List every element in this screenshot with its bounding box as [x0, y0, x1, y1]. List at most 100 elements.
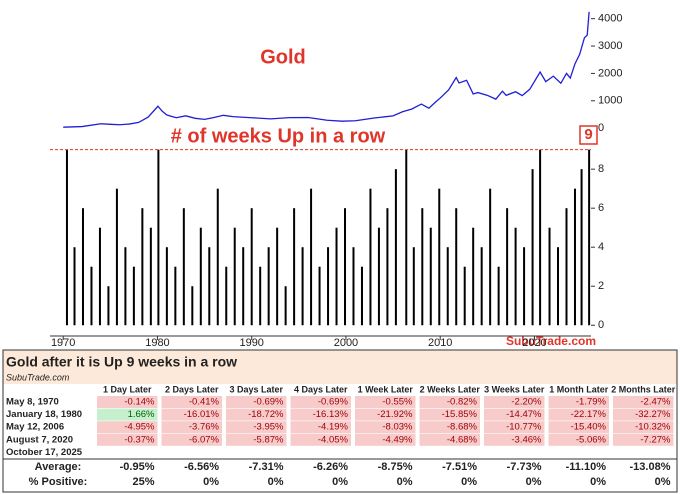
- streak-bar: [284, 286, 287, 326]
- cell: -0.69%: [318, 397, 349, 408]
- streak-bar: [421, 208, 424, 326]
- streak-bar: [548, 227, 551, 326]
- column-header: 2 Days Later: [165, 384, 219, 394]
- streak-bar: [293, 208, 296, 326]
- cell: -16.13%: [313, 409, 349, 420]
- streak-bar: [73, 247, 76, 326]
- summary-cell: 0%: [268, 476, 284, 488]
- cell: -1.79%: [576, 397, 607, 408]
- streak-bar: [455, 208, 458, 326]
- x-tick-label: 1980: [145, 337, 169, 349]
- row-label: October 17, 2025: [6, 447, 83, 458]
- cell: -4.68%: [447, 434, 478, 445]
- streak-bar: [489, 188, 492, 326]
- cell: -4.95%: [124, 422, 155, 433]
- streak-bar: [386, 208, 389, 326]
- summary-cell: -0.95%: [120, 461, 155, 473]
- y-tick-label: 1000: [598, 95, 622, 107]
- table-border: [2, 349, 678, 493]
- cell: -15.85%: [442, 409, 478, 420]
- y-tick-label: 4: [598, 241, 604, 253]
- streak-bar: [360, 266, 363, 326]
- cell-bg: [548, 421, 609, 434]
- cell: -2.47%: [640, 397, 671, 408]
- streak-bar: [81, 208, 84, 326]
- summary-cell: 0%: [203, 476, 219, 488]
- streak-bar: [480, 247, 483, 326]
- streak-bar: [141, 208, 144, 326]
- streak-bar: [208, 247, 211, 326]
- threshold-label: 9: [584, 126, 592, 143]
- streak-bar: [65, 149, 68, 326]
- summary-cell: -6.56%: [184, 461, 219, 473]
- streak-bar: [165, 247, 168, 326]
- cell-bg: [226, 433, 287, 446]
- cell-bg: [226, 396, 287, 408]
- cell: -21.92%: [377, 409, 413, 420]
- streak-bar: [588, 149, 591, 326]
- cell: -15.40%: [571, 422, 607, 433]
- x-tick-label: 2020: [522, 337, 546, 349]
- summary-cell: 0%: [655, 476, 671, 488]
- streak-bar: [531, 169, 534, 326]
- cell: -14.47%: [506, 409, 542, 420]
- cell: -0.14%: [124, 397, 155, 408]
- cell: -0.69%: [253, 397, 284, 408]
- y-tick-label: 0: [598, 122, 604, 134]
- streak-bar: [182, 208, 185, 326]
- table-source: SubuTrade.com: [6, 372, 70, 382]
- column-header: 3 Weeks Later: [484, 384, 545, 394]
- streak-bar: [497, 266, 500, 326]
- cell-bg: [613, 433, 674, 446]
- cell-bg: [290, 396, 351, 408]
- streak-bar: [514, 227, 517, 326]
- streak-bar: [115, 188, 118, 326]
- row-label: May 12, 2006: [6, 422, 64, 433]
- row-label: January 18, 1980: [6, 409, 82, 420]
- streak-bar: [250, 208, 253, 326]
- cell: -3.76%: [189, 422, 220, 433]
- streak-bar: [276, 227, 279, 326]
- cell: -8.03%: [382, 422, 413, 433]
- streak-bar: [267, 247, 270, 326]
- cell-bg: [97, 396, 158, 408]
- summary-cell: -7.51%: [442, 461, 477, 473]
- cell: -10.77%: [506, 422, 542, 433]
- cell-bg: [484, 396, 545, 408]
- cell-bg: [419, 421, 480, 434]
- summary-cell: -13.08%: [630, 461, 671, 473]
- cell-bg: [355, 408, 416, 421]
- column-header: 2 Months Later: [611, 384, 676, 394]
- cell: -8.68%: [447, 422, 478, 433]
- y-tick-label: 3000: [598, 40, 622, 52]
- cell: -5.06%: [576, 434, 607, 445]
- streak-bar: [472, 227, 475, 326]
- streak-bar: [107, 286, 110, 326]
- cell: -32.27%: [635, 409, 671, 420]
- cell-bg: [290, 408, 351, 421]
- summary-cell: -7.31%: [249, 461, 284, 473]
- cell: -4.19%: [318, 422, 349, 433]
- streak-bar: [377, 227, 380, 326]
- column-header: 3 Days Later: [229, 384, 283, 394]
- streak-bar: [191, 286, 194, 326]
- cell: -0.82%: [447, 397, 478, 408]
- cell-bg: [355, 396, 416, 408]
- summary-cell: 25%: [132, 476, 154, 488]
- streak-bar: [369, 188, 372, 326]
- cell-bg: [548, 408, 609, 421]
- y-tick-label: 2000: [598, 67, 622, 79]
- cell-bg: [484, 408, 545, 421]
- cell-bg: [161, 408, 222, 421]
- summary-label: % Positive:: [29, 476, 88, 488]
- cell: -16.01%: [184, 409, 220, 420]
- table-header-band: [3, 350, 677, 384]
- cell-bg: [226, 421, 287, 434]
- streak-bar: [242, 247, 245, 326]
- streak-bar: [580, 169, 583, 326]
- x-tick-label: 1990: [239, 337, 263, 349]
- streak-bar: [327, 247, 330, 326]
- summary-cell: 0%: [397, 476, 413, 488]
- summary-cell: -8.75%: [378, 461, 413, 473]
- y-tick-label: 2: [598, 280, 604, 292]
